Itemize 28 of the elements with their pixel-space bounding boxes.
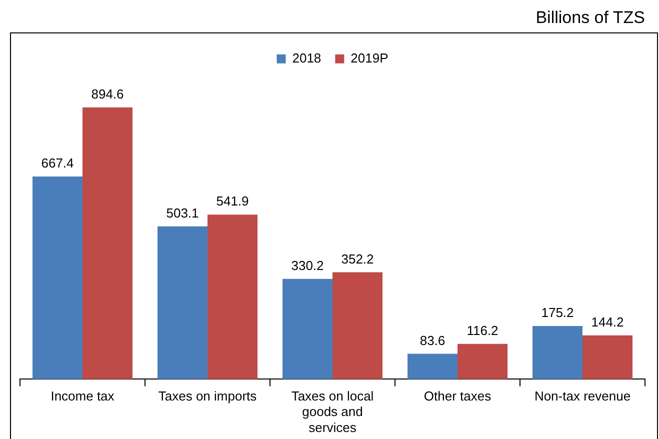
bar (82, 107, 132, 380)
x-tick-label: Non-tax revenue (534, 388, 631, 404)
x-tick-label: Income tax (50, 388, 115, 404)
legend-label: 2019P (350, 50, 388, 66)
bar (408, 354, 458, 380)
data-label: 144.2 (591, 314, 624, 330)
data-label: 116.2 (466, 322, 498, 338)
chart-subtitle: Billions of TZS (536, 8, 645, 27)
bar (458, 344, 508, 380)
x-tick-label: Taxes on imports (158, 388, 258, 404)
legend-label: 2018 (292, 50, 322, 66)
data-label: 330.2 (291, 258, 324, 273)
data-label: 503.1 (166, 205, 199, 220)
bar (532, 326, 582, 380)
data-label: 352.2 (341, 251, 374, 266)
bar (32, 176, 82, 380)
bar (208, 214, 258, 380)
bar (332, 272, 382, 380)
bar (582, 335, 632, 380)
data-label: 175.2 (541, 305, 574, 320)
data-label: 83.6 (420, 332, 446, 348)
data-label: 541.9 (216, 194, 249, 209)
data-label: 667.4 (41, 156, 74, 171)
x-tick-label: Taxes on local goods and services (291, 388, 374, 435)
bar (282, 278, 332, 380)
data-label: 894.6 (91, 86, 124, 102)
bar (158, 226, 208, 380)
x-tick-label: Other taxes (424, 388, 492, 404)
